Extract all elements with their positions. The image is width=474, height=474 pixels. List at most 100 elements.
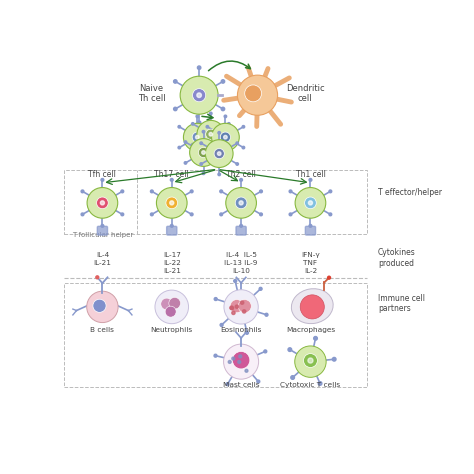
Circle shape: [97, 197, 108, 209]
FancyArrowPatch shape: [209, 61, 250, 71]
Circle shape: [303, 354, 318, 367]
Circle shape: [101, 225, 104, 227]
Circle shape: [161, 298, 173, 310]
Circle shape: [329, 190, 332, 193]
FancyBboxPatch shape: [167, 226, 177, 235]
Circle shape: [234, 280, 237, 283]
Circle shape: [318, 382, 322, 385]
Text: Dendritic
cell: Dendritic cell: [286, 84, 324, 103]
Circle shape: [240, 179, 243, 181]
Text: T follicular helper: T follicular helper: [72, 232, 133, 238]
Circle shape: [226, 188, 256, 218]
Circle shape: [170, 179, 173, 181]
Circle shape: [220, 213, 223, 216]
Circle shape: [121, 190, 124, 193]
Circle shape: [209, 132, 213, 136]
Circle shape: [329, 213, 332, 216]
Circle shape: [100, 201, 104, 205]
Circle shape: [295, 188, 326, 218]
Text: Naive
Th cell: Naive Th cell: [138, 84, 165, 103]
Circle shape: [236, 142, 238, 145]
Circle shape: [170, 225, 173, 227]
Circle shape: [81, 213, 84, 216]
Circle shape: [236, 163, 238, 165]
FancyBboxPatch shape: [305, 226, 316, 235]
Circle shape: [214, 148, 224, 159]
Text: Th17 cell: Th17 cell: [155, 170, 189, 179]
Circle shape: [260, 213, 263, 216]
Circle shape: [87, 188, 118, 218]
Circle shape: [197, 66, 201, 69]
Circle shape: [308, 358, 313, 363]
Circle shape: [190, 190, 193, 193]
Text: Tfh cell: Tfh cell: [89, 170, 116, 179]
Circle shape: [178, 126, 181, 128]
Circle shape: [220, 132, 230, 142]
Text: Mast cells: Mast cells: [223, 382, 259, 388]
Circle shape: [200, 163, 202, 165]
Circle shape: [240, 301, 244, 304]
Circle shape: [295, 346, 326, 377]
Circle shape: [81, 190, 84, 193]
Circle shape: [314, 337, 317, 340]
Circle shape: [289, 190, 292, 193]
Circle shape: [156, 188, 187, 218]
Circle shape: [235, 197, 247, 209]
Ellipse shape: [292, 289, 333, 324]
Circle shape: [211, 123, 239, 151]
Circle shape: [173, 80, 177, 83]
Circle shape: [214, 354, 217, 357]
Circle shape: [178, 146, 181, 149]
FancyBboxPatch shape: [236, 226, 246, 235]
Circle shape: [220, 141, 223, 143]
Circle shape: [230, 307, 234, 310]
Text: IFN-γ
TNF
IL-2: IFN-γ TNF IL-2: [301, 252, 320, 274]
Circle shape: [264, 350, 267, 353]
Circle shape: [218, 173, 220, 176]
Circle shape: [165, 306, 176, 317]
Circle shape: [224, 157, 227, 159]
Circle shape: [202, 130, 205, 133]
Circle shape: [232, 311, 235, 315]
Circle shape: [260, 190, 263, 193]
Circle shape: [196, 157, 199, 159]
Circle shape: [206, 129, 216, 139]
Text: IL-17
IL-22
IL-21: IL-17 IL-22 IL-21: [163, 252, 181, 274]
Text: Neutrophils: Neutrophils: [151, 327, 193, 333]
Circle shape: [220, 162, 223, 164]
Circle shape: [235, 305, 238, 308]
Circle shape: [214, 126, 217, 128]
Circle shape: [210, 154, 212, 156]
Circle shape: [180, 76, 218, 114]
Circle shape: [202, 172, 205, 174]
Circle shape: [155, 290, 189, 324]
Circle shape: [228, 123, 230, 125]
Circle shape: [240, 225, 243, 227]
Circle shape: [205, 140, 233, 167]
Circle shape: [183, 123, 211, 151]
Circle shape: [242, 126, 245, 128]
Circle shape: [305, 197, 316, 209]
Circle shape: [265, 313, 268, 316]
Circle shape: [230, 306, 233, 310]
Text: B cells: B cells: [91, 327, 114, 333]
Circle shape: [238, 361, 241, 364]
Circle shape: [192, 132, 202, 142]
Text: Th2 cell: Th2 cell: [226, 170, 256, 179]
Circle shape: [218, 152, 221, 155]
Circle shape: [309, 201, 312, 205]
Circle shape: [328, 276, 330, 279]
Circle shape: [230, 300, 243, 313]
Circle shape: [214, 146, 217, 149]
Circle shape: [206, 146, 209, 149]
Circle shape: [239, 355, 242, 358]
Circle shape: [238, 300, 251, 313]
Circle shape: [191, 123, 194, 125]
Circle shape: [232, 351, 250, 369]
Circle shape: [121, 213, 124, 216]
Circle shape: [243, 310, 246, 313]
Circle shape: [96, 276, 99, 279]
Circle shape: [220, 323, 223, 327]
Circle shape: [170, 201, 174, 205]
Circle shape: [245, 369, 248, 372]
